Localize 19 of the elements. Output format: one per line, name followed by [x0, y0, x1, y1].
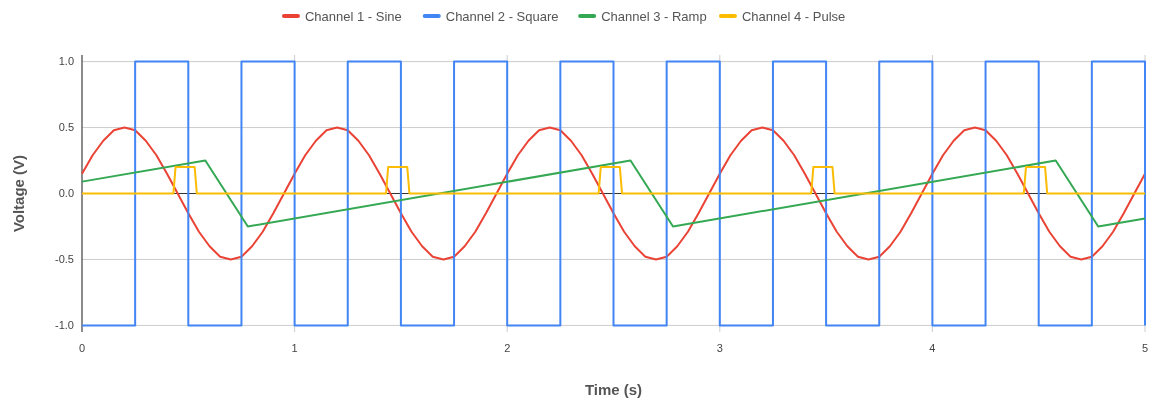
x-tick-label: 2: [504, 342, 511, 354]
y-tick-label: 0.0: [58, 187, 74, 200]
line-series: [81, 159, 1146, 228]
x-tick-label: 1: [291, 342, 298, 354]
y-tick-label: 1.0: [58, 55, 74, 68]
legend-label: Channel 4 - Pulse: [741, 8, 846, 24]
legend-label: Channel 3 - Ramp: [601, 8, 707, 24]
x-tick-label: 3: [716, 342, 723, 354]
y-tick-label: -1.0: [55, 319, 74, 332]
x-tick-label: 4: [929, 342, 936, 354]
line-series: [81, 126, 1146, 261]
legend-label: Channel 2 - Square: [445, 8, 559, 24]
legend-label: Channel 1 - Sine: [304, 8, 402, 24]
y-axis-title: Voltage (V): [10, 154, 27, 233]
x-tick-label: 5: [1141, 342, 1149, 354]
y-tick-label: -0.5: [55, 253, 74, 266]
y-tick-label: 0.5: [58, 121, 74, 134]
x-tick-label: 0: [78, 342, 86, 354]
x-axis-title: Time (s): [584, 381, 643, 398]
